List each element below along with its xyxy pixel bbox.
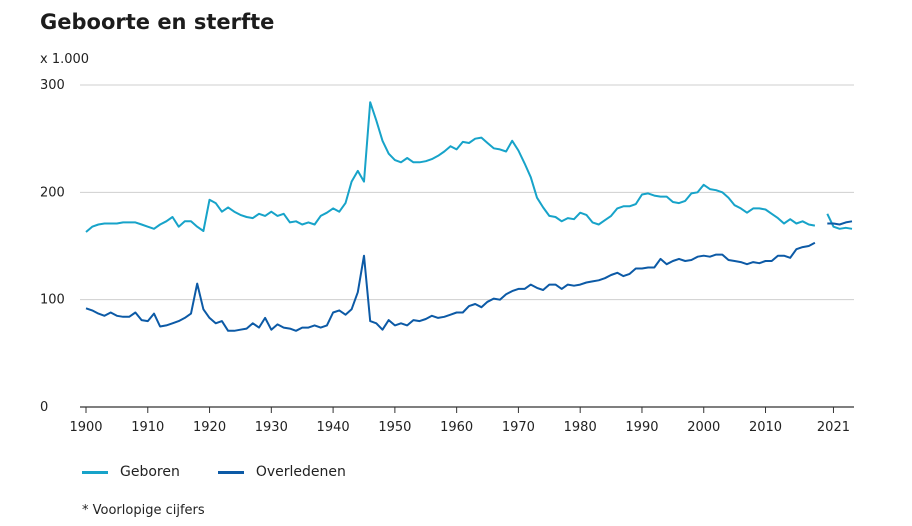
- x-tick-label-1950: 1950: [378, 420, 411, 435]
- x-tick-label-2000: 2000: [687, 420, 720, 435]
- legend: Geboren Overledenen: [82, 464, 346, 480]
- legend-swatch-geboren: [82, 470, 108, 474]
- legend-item-overledenen: Overledenen: [217, 464, 346, 480]
- x-axis: 1900 1910 1920 1930 1940 1950 1960 1970 1980 1990…: [69, 406, 854, 435]
- legend-label-geboren: Geboren: [120, 464, 180, 480]
- x-tick-label-1990: 1990: [625, 420, 658, 435]
- x-tick-label-1930: 1930: [255, 420, 288, 435]
- y-tick-label-100: 100: [40, 293, 65, 308]
- footnote: * Voorlopige cijfers: [82, 503, 205, 518]
- x-tick-label-1970: 1970: [502, 420, 535, 435]
- x-tick-label-1940: 1940: [317, 420, 350, 435]
- chart-title: Geboorte en sterfte: [40, 10, 275, 34]
- y-tick-label-300: 300: [40, 78, 65, 93]
- x-tick-label-1910: 1910: [131, 420, 164, 435]
- series-lines: [85, 101, 853, 332]
- y-axis-ticks: 0 100 200 300: [40, 78, 65, 415]
- legend-item-geboren: Geboren: [82, 464, 180, 480]
- series-line-geboren: [85, 101, 816, 233]
- x-tick-label-2021: 2021: [817, 420, 850, 435]
- x-tick-label-1980: 1980: [564, 420, 597, 435]
- x-tick-label-1900: 1900: [69, 420, 102, 435]
- series-line-overledenen-provisional: [827, 220, 853, 226]
- x-tick-label-1960: 1960: [440, 420, 473, 435]
- series-line-overledenen: [85, 241, 816, 332]
- series-line-geboren-provisional: [826, 213, 853, 230]
- y-tick-label-200: 200: [40, 185, 65, 200]
- legend-label-overledenen: Overledenen: [255, 464, 346, 480]
- y-tick-label-0: 0: [40, 400, 48, 415]
- x-tick-label-2010: 2010: [749, 420, 782, 435]
- legend-swatch-overledenen: [217, 470, 244, 474]
- y-axis-unit-label: x 1.000: [40, 52, 90, 67]
- gridlines: [80, 84, 854, 301]
- x-tick-label-1920: 1920: [193, 420, 226, 435]
